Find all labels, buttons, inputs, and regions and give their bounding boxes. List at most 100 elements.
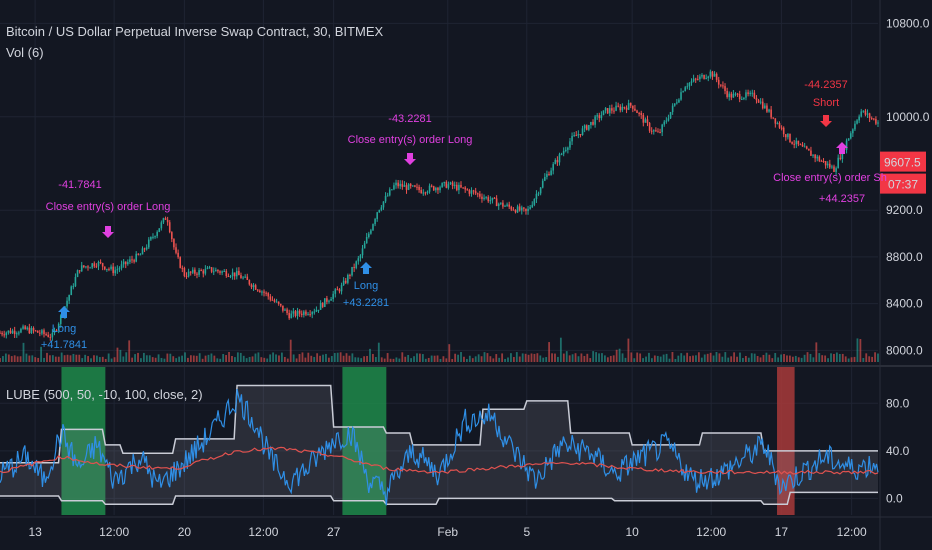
volume-bar: [295, 358, 298, 362]
candle-body: [870, 117, 873, 119]
candle-body: [259, 290, 261, 293]
candle-body: [376, 212, 378, 220]
trade-annotations: -41.7841 Close entry(s) order Long -43.228…: [41, 79, 887, 351]
volume-bar: [104, 358, 107, 362]
candle-body: [194, 269, 196, 274]
volume-bar: [759, 357, 762, 362]
candle-body: [512, 209, 515, 211]
volume-bar: [336, 352, 339, 362]
candle-body: [66, 300, 68, 307]
up-arrow-marker: [58, 306, 70, 318]
candle-body: [483, 197, 485, 199]
candle-body: [353, 266, 355, 268]
candle-body: [619, 106, 622, 111]
volume-bar: [54, 356, 57, 362]
candle-body: [309, 314, 311, 316]
candle-body: [428, 185, 431, 192]
volume-bar: [330, 356, 333, 362]
candle-body: [351, 266, 353, 276]
candle-body: [133, 260, 135, 262]
candle-body: [686, 86, 689, 88]
volume-bar: [16, 356, 19, 362]
candle-body: [701, 75, 703, 77]
indicator-axis[interactable]: 80.0 40.0 0.0: [886, 396, 910, 505]
volume-bar: [75, 354, 78, 362]
candle-body: [45, 334, 47, 336]
candle-body: [623, 106, 626, 108]
volume-bar: [586, 353, 589, 362]
candle-body: [380, 207, 383, 210]
volume-bar: [512, 356, 515, 362]
candle-body: [814, 154, 816, 159]
volume-bar: [721, 356, 724, 362]
candle-body: [594, 116, 596, 125]
candle-body: [525, 208, 527, 212]
candle-body: [292, 311, 295, 314]
candle-body: [575, 135, 578, 137]
volume-bar: [744, 355, 747, 362]
candle-body: [472, 190, 475, 192]
candle-body: [625, 107, 628, 110]
candle-body: [93, 263, 96, 267]
volume-bar: [809, 353, 812, 362]
time-axis[interactable]: 13 12:00 20 12:00 27 Feb 5 10 12:00 17 12:00: [28, 525, 867, 539]
candle-body: [590, 121, 592, 125]
candle-body: [279, 303, 282, 306]
annotation-entry_pnl: +44.2357: [819, 193, 865, 205]
candle-body: [661, 124, 663, 133]
candle-body: [629, 103, 632, 106]
volume-bar: [750, 353, 753, 362]
volume-bar: [140, 358, 142, 362]
volume-bar: [424, 358, 427, 362]
candle-body: [724, 86, 726, 91]
volume-bar: [325, 353, 327, 362]
candle-body: [420, 190, 422, 194]
volume-bar: [292, 354, 295, 362]
candle-body: [191, 269, 194, 273]
volume-bar: [683, 355, 686, 362]
volume-bar: [695, 355, 697, 362]
candle-body: [321, 302, 324, 307]
volume-bar: [10, 356, 13, 362]
volume-bar: [565, 351, 568, 362]
price-axis[interactable]: 10800.0 10000.0 9200.0 8800.0 8400.0 8000.0: [886, 16, 930, 357]
volume-bar: [34, 357, 37, 362]
volume-bar: [847, 358, 850, 362]
time-tick-label: 5: [523, 525, 530, 539]
volume-bar: [110, 358, 113, 362]
candle-body: [171, 232, 173, 240]
volume-bar: [551, 353, 553, 362]
indicator-zones: [61, 366, 795, 515]
volume-bar: [348, 355, 351, 362]
candle-body: [791, 142, 793, 144]
candle-body: [32, 327, 35, 331]
candle-body: [852, 129, 854, 134]
volume-bar: [730, 356, 733, 362]
candle-body: [9, 330, 12, 334]
candle-body: [202, 270, 205, 274]
candle-body: [546, 174, 548, 177]
volume-bar: [686, 352, 689, 362]
indicator-lines: [0, 388, 879, 506]
candle-body: [87, 266, 89, 268]
candle-body: [439, 187, 441, 191]
volume-bar: [789, 355, 791, 362]
candle-body: [768, 109, 770, 112]
volume-bar: [122, 356, 125, 362]
candle-body: [682, 91, 684, 93]
volume-bar: [571, 354, 574, 362]
volume-bar: [395, 357, 398, 362]
candle-body: [334, 289, 337, 294]
candle-body: [761, 101, 764, 109]
volume-bar: [636, 352, 639, 362]
volume-bar: [601, 353, 603, 362]
candle-body: [7, 330, 10, 333]
candle-body: [74, 276, 77, 287]
candle-body: [57, 323, 60, 331]
volume-bar: [204, 355, 207, 362]
candle-body: [464, 187, 466, 190]
candle-body: [690, 81, 693, 83]
candle-body: [110, 266, 112, 269]
candle-body: [1, 332, 3, 335]
candle-body: [347, 274, 349, 283]
